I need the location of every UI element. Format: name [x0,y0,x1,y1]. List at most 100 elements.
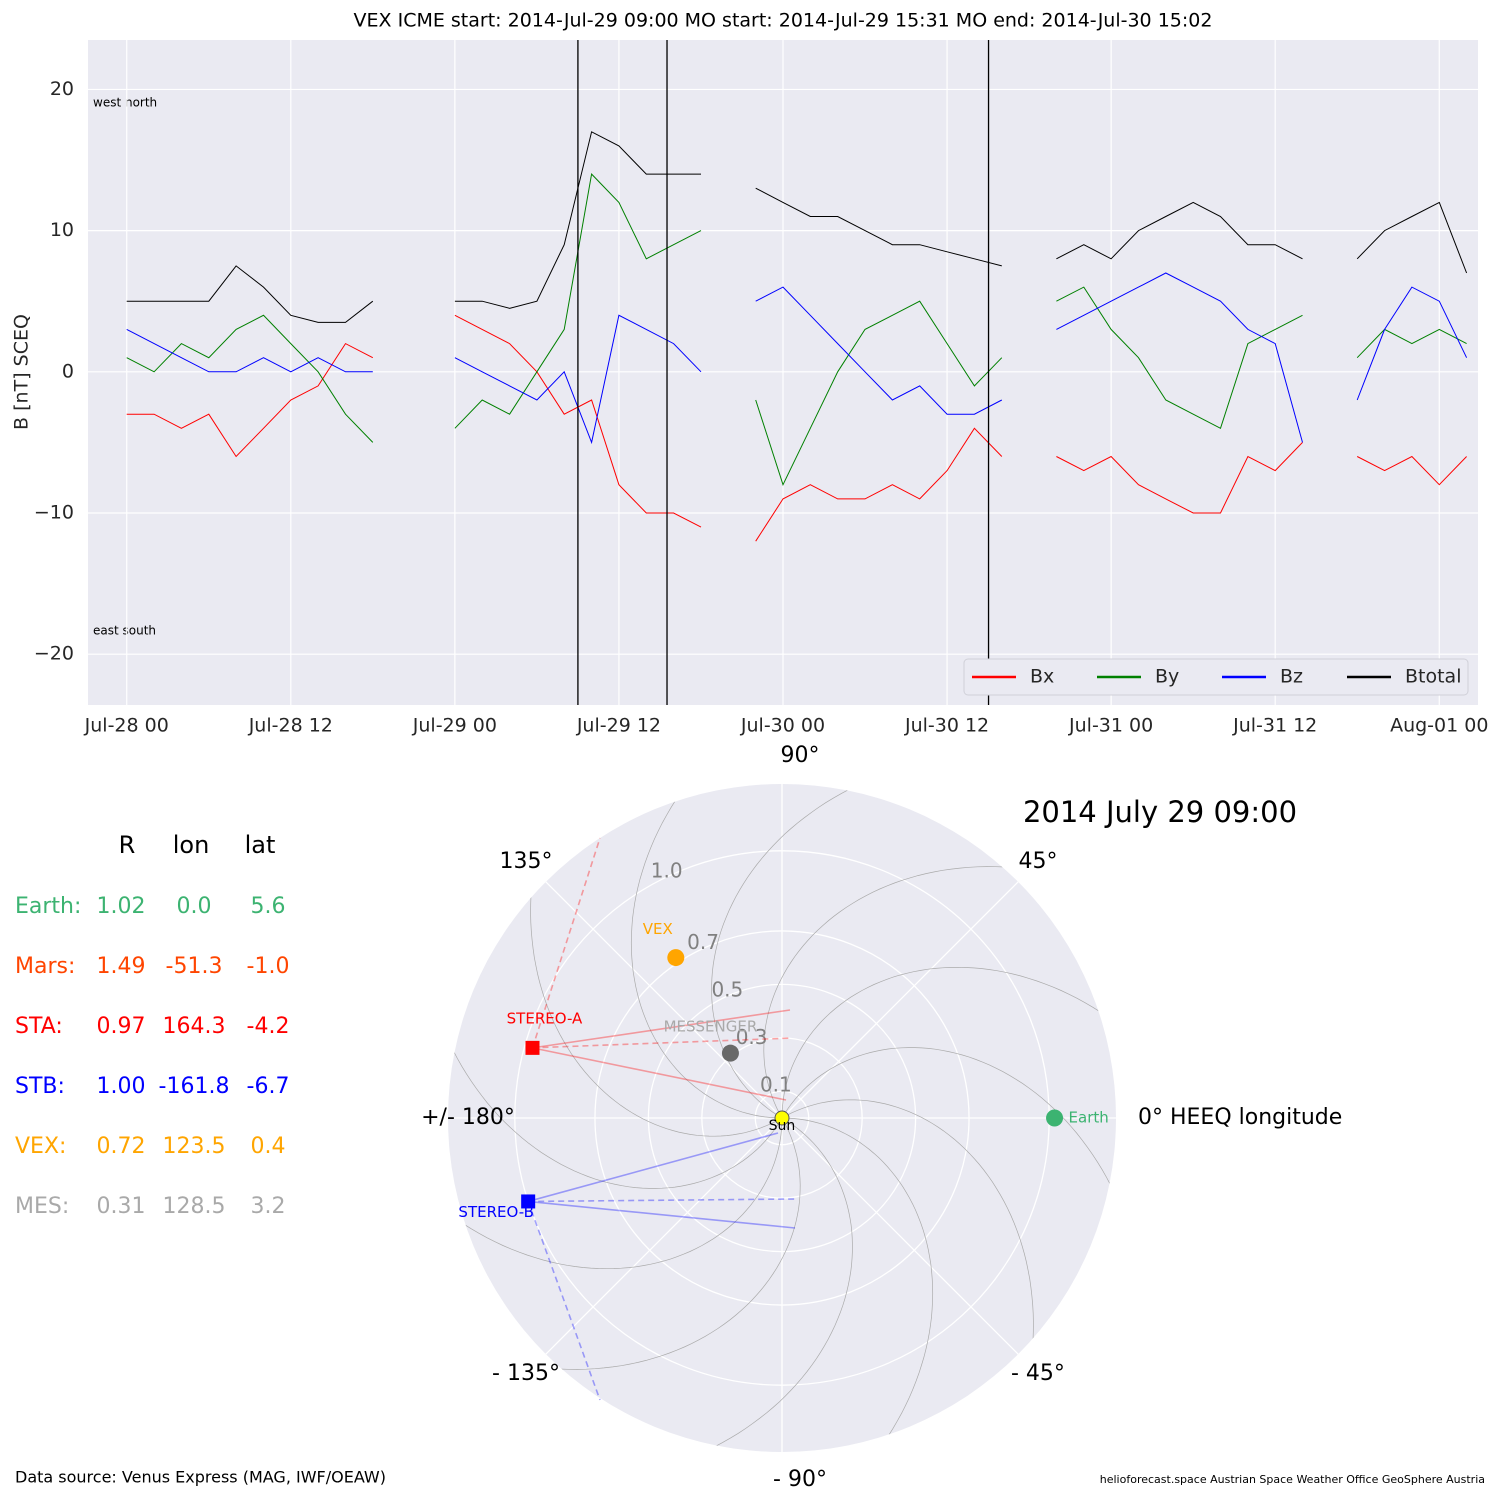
table-cell: MES: [15,1194,69,1219]
x-tick-label: Jul-29 00 [412,715,497,737]
footer-source: Data source: Venus Express (MAG, IWF/OEA… [15,1468,386,1487]
theta-tick-label: +/- 180° [421,1105,515,1130]
chart-title: VEX ICME start: 2014-Jul-29 09:00 MO sta… [354,10,1213,32]
table-header: R [119,831,136,859]
r-tick-label: 0.3 [736,1025,768,1049]
legend-label: Bx [1030,666,1054,688]
fov-line [527,1201,601,1401]
table-cell: 1.00 [97,1074,146,1099]
y-tick-label: 10 [50,219,74,241]
theta-tick-label: - 135° [492,1361,560,1386]
table-cell: 164.3 [163,1014,226,1039]
table-cell: -51.3 [166,954,223,979]
table-cell: 0.31 [97,1194,146,1219]
table-cell: Earth: [15,894,81,919]
table-header: lat [245,831,276,859]
sun [774,1110,790,1126]
legend-label: Bz [1280,666,1303,688]
legend-label: Btotal [1405,666,1461,688]
table-cell: 128.5 [163,1194,226,1219]
table-cell: 5.6 [251,894,286,919]
y-tick-label: 0 [62,360,74,382]
r-tick-label: 0.5 [711,977,743,1001]
point-label: STEREO-B [458,1203,533,1221]
table-cell: STA: [15,1014,63,1039]
theta-grid-line [781,1117,1019,1355]
theta-grid-line [781,881,1019,1119]
parker-spiral [697,1117,853,1452]
table-cell: -161.8 [159,1074,230,1099]
annotation: east south [93,624,156,638]
legend: Bx By Bz Btotal [963,658,1469,696]
spacecraft-marker [521,1194,536,1209]
table-cell: -4.2 [247,1014,290,1039]
planet-marker [721,1044,739,1062]
table-cell: -1.0 [247,954,290,979]
x-tick-label: Jul-30 12 [904,715,989,737]
parker-spiral [630,784,783,1119]
y-tick-label: 20 [50,78,74,100]
fov-line [531,837,601,1049]
fov-line [528,1200,796,1229]
theta-tick-label: 45° [1018,849,1057,874]
parker-spiral [448,1033,783,1189]
theta-grid-line [545,881,783,1119]
theta-grid-line [545,1117,783,1355]
polar-title: 2014 July 29 09:00 [1023,795,1297,829]
table-cell: Mars: [15,954,75,979]
x-tick-label: Jul-29 12 [576,715,661,737]
y-tick-label: −10 [34,501,74,523]
table-cell: 1.02 [97,894,146,919]
fov-line [527,1132,779,1203]
point-label: STEREO-A [507,1009,583,1027]
planet-marker [667,949,685,967]
footer-credits: helioforecast.space Austrian Space Weath… [1100,1473,1485,1486]
table-cell: VEX: [15,1134,66,1159]
table-cell: -6.7 [247,1074,290,1099]
table-cell: 0.97 [97,1014,146,1039]
table-cell: STB: [15,1074,65,1099]
table-cell: 0.72 [97,1134,146,1159]
x-tick-label: Jul-30 00 [740,715,825,737]
y-axis-label: B [nT] SCEQ [11,314,33,430]
point-label: MESSENGER [664,1018,758,1036]
theta-tick-label: 90° [781,743,820,768]
x-tick-label: Aug-01 00 [1390,715,1488,737]
fov-line [532,1037,793,1049]
fov-line [528,1198,797,1203]
table-header: lon [173,831,210,859]
x-tick-label: Jul-28 12 [248,715,333,737]
point-label: VEX [643,920,673,938]
table-cell: 3.2 [251,1194,286,1219]
parker-spiral [540,1117,801,1370]
x-tick-label: Jul-31 12 [1232,715,1317,737]
theta-tick-label: - 90° [773,1467,827,1492]
table-cell: 0.4 [251,1134,286,1159]
table-cell: 1.49 [97,954,146,979]
planet-marker [1046,1109,1064,1127]
table-cell: 0.0 [177,894,212,919]
parker-spiral [781,1099,1034,1360]
r-tick-label: 1.0 [651,858,683,882]
theta-tick-label: - 45° [1011,1361,1065,1386]
parker-spiral [711,784,867,1119]
parker-spiral [781,1047,1116,1203]
table-cell: 123.5 [163,1134,226,1159]
fov-line [532,1047,787,1101]
spacecraft-marker [525,1040,540,1055]
theta-tick-label: 0° HEEQ longitude [1138,1105,1342,1130]
annotation: west north [93,96,157,110]
parker-spiral [448,1117,783,1270]
r-tick-label: 0.1 [760,1073,792,1097]
y-tick-label: −20 [34,643,74,665]
x-tick-label: Jul-31 00 [1068,715,1153,737]
parker-spiral [781,966,1116,1119]
legend-box [963,658,1469,696]
x-tick-label: Jul-28 00 [84,715,169,737]
theta-tick-label: 135° [500,849,553,874]
parker-spiral [763,866,1024,1119]
point-label: Earth [1069,1109,1109,1127]
sun-label: Sun [769,1118,796,1134]
